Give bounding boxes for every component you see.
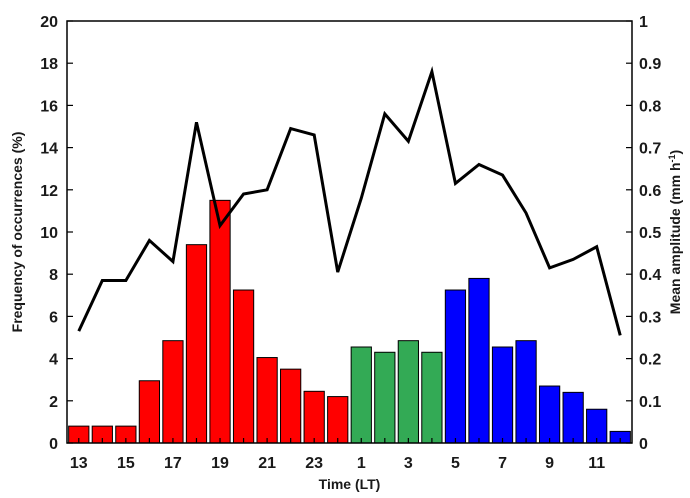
line-layer <box>77 65 622 336</box>
left-tick-label-14: 14 <box>40 141 58 158</box>
left-tick-label-18: 18 <box>40 56 58 73</box>
left-tick-label-12: 12 <box>40 183 58 200</box>
bar-22 <box>280 368 302 444</box>
left-tick-label-0: 0 <box>49 436 58 453</box>
right-tick-label-0.7: 0.7 <box>639 141 661 158</box>
x-tick-label-17: 17 <box>164 455 182 472</box>
right-axis-title-sup: -1 <box>667 154 677 162</box>
bar-8 <box>515 340 537 444</box>
bar-9 <box>538 385 561 444</box>
x-tick-label-19: 19 <box>211 455 229 472</box>
x-tick-label-13: 13 <box>70 455 88 472</box>
x-axis-title: Time (LT) <box>319 476 381 492</box>
right-tick-label-0.8: 0.8 <box>639 98 661 115</box>
right-axis-title-main: Mean amplitude (mm h <box>667 163 683 315</box>
left-axis-title: Frequency of occurrences (%) <box>9 132 25 333</box>
bar-17 <box>162 340 184 444</box>
bar-19 <box>209 199 231 444</box>
right-tick-label-0.6: 0.6 <box>639 183 661 200</box>
right-tick-label-0.3: 0.3 <box>639 309 661 326</box>
bar-4 <box>421 351 443 444</box>
left-tick-label-20: 20 <box>40 14 58 31</box>
x-tick-label-15: 15 <box>117 455 135 472</box>
x-tick-label-3: 3 <box>404 455 413 472</box>
bar-20 <box>232 289 255 444</box>
right-tick-label-1: 1 <box>639 14 648 31</box>
left-tick-label-6: 6 <box>49 309 58 326</box>
left-tick-label-8: 8 <box>49 267 58 284</box>
axes-layer: 0 2 4 6 8 10 12 14 16 18 20 0 0.1 0.2 0.3 0.4 0.5 0.6 0.7 0… <box>40 14 661 472</box>
amplitude-line <box>77 65 622 336</box>
bar-2 <box>374 351 396 444</box>
bar-0 <box>327 396 349 444</box>
right-tick-label-0.9: 0.9 <box>639 56 661 73</box>
bar-3 <box>397 340 419 444</box>
x-tick-label-21: 21 <box>258 455 276 472</box>
x-tick-label-9: 9 <box>545 455 554 472</box>
right-tick-label-0: 0 <box>639 436 648 453</box>
x-tick-label-23: 23 <box>305 455 323 472</box>
bar-21 <box>256 357 278 444</box>
right-tick-label-0.1: 0.1 <box>639 394 661 411</box>
bar-6 <box>468 277 490 444</box>
right-tick-label-0.5: 0.5 <box>639 225 661 242</box>
right-tick-label-0.2: 0.2 <box>639 352 661 369</box>
bar-23 <box>303 390 325 444</box>
x-tick-label-5: 5 <box>451 455 460 472</box>
bar-5 <box>444 289 467 444</box>
bar-18 <box>185 244 208 444</box>
left-tick-label-2: 2 <box>49 394 58 411</box>
bar-10 <box>562 391 584 444</box>
left-tick-label-10: 10 <box>40 225 58 242</box>
x-tick-label-7: 7 <box>498 455 507 472</box>
bar-1 <box>350 346 372 444</box>
bars-layer <box>68 199 631 444</box>
left-tick-label-4: 4 <box>49 352 58 369</box>
bar-11 <box>586 408 608 444</box>
x-tick-label-11: 11 <box>588 455 605 472</box>
right-tick-label-0.4: 0.4 <box>639 267 661 284</box>
right-axis-title-close: ) <box>667 150 683 155</box>
x-tick-label-1: 1 <box>357 455 366 472</box>
bar-7 <box>491 346 514 444</box>
bar-16 <box>138 380 161 444</box>
right-axis-title: Mean amplitude (mm h-1) <box>667 150 683 314</box>
left-tick-label-16: 16 <box>40 98 58 115</box>
